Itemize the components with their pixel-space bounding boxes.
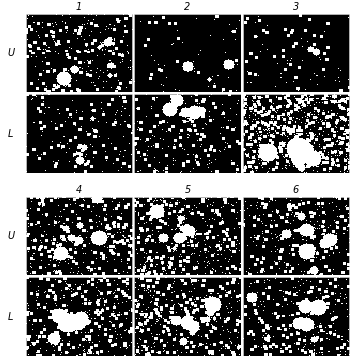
Text: L: L: [8, 129, 13, 139]
Text: 3: 3: [293, 2, 299, 12]
Text: L: L: [8, 312, 13, 322]
Text: 6: 6: [293, 185, 299, 195]
Text: 2: 2: [184, 2, 190, 12]
Text: 1: 1: [76, 2, 82, 12]
Text: U: U: [7, 48, 14, 58]
Text: U: U: [7, 231, 14, 241]
Text: 5: 5: [184, 185, 190, 195]
Text: 4: 4: [76, 185, 82, 195]
